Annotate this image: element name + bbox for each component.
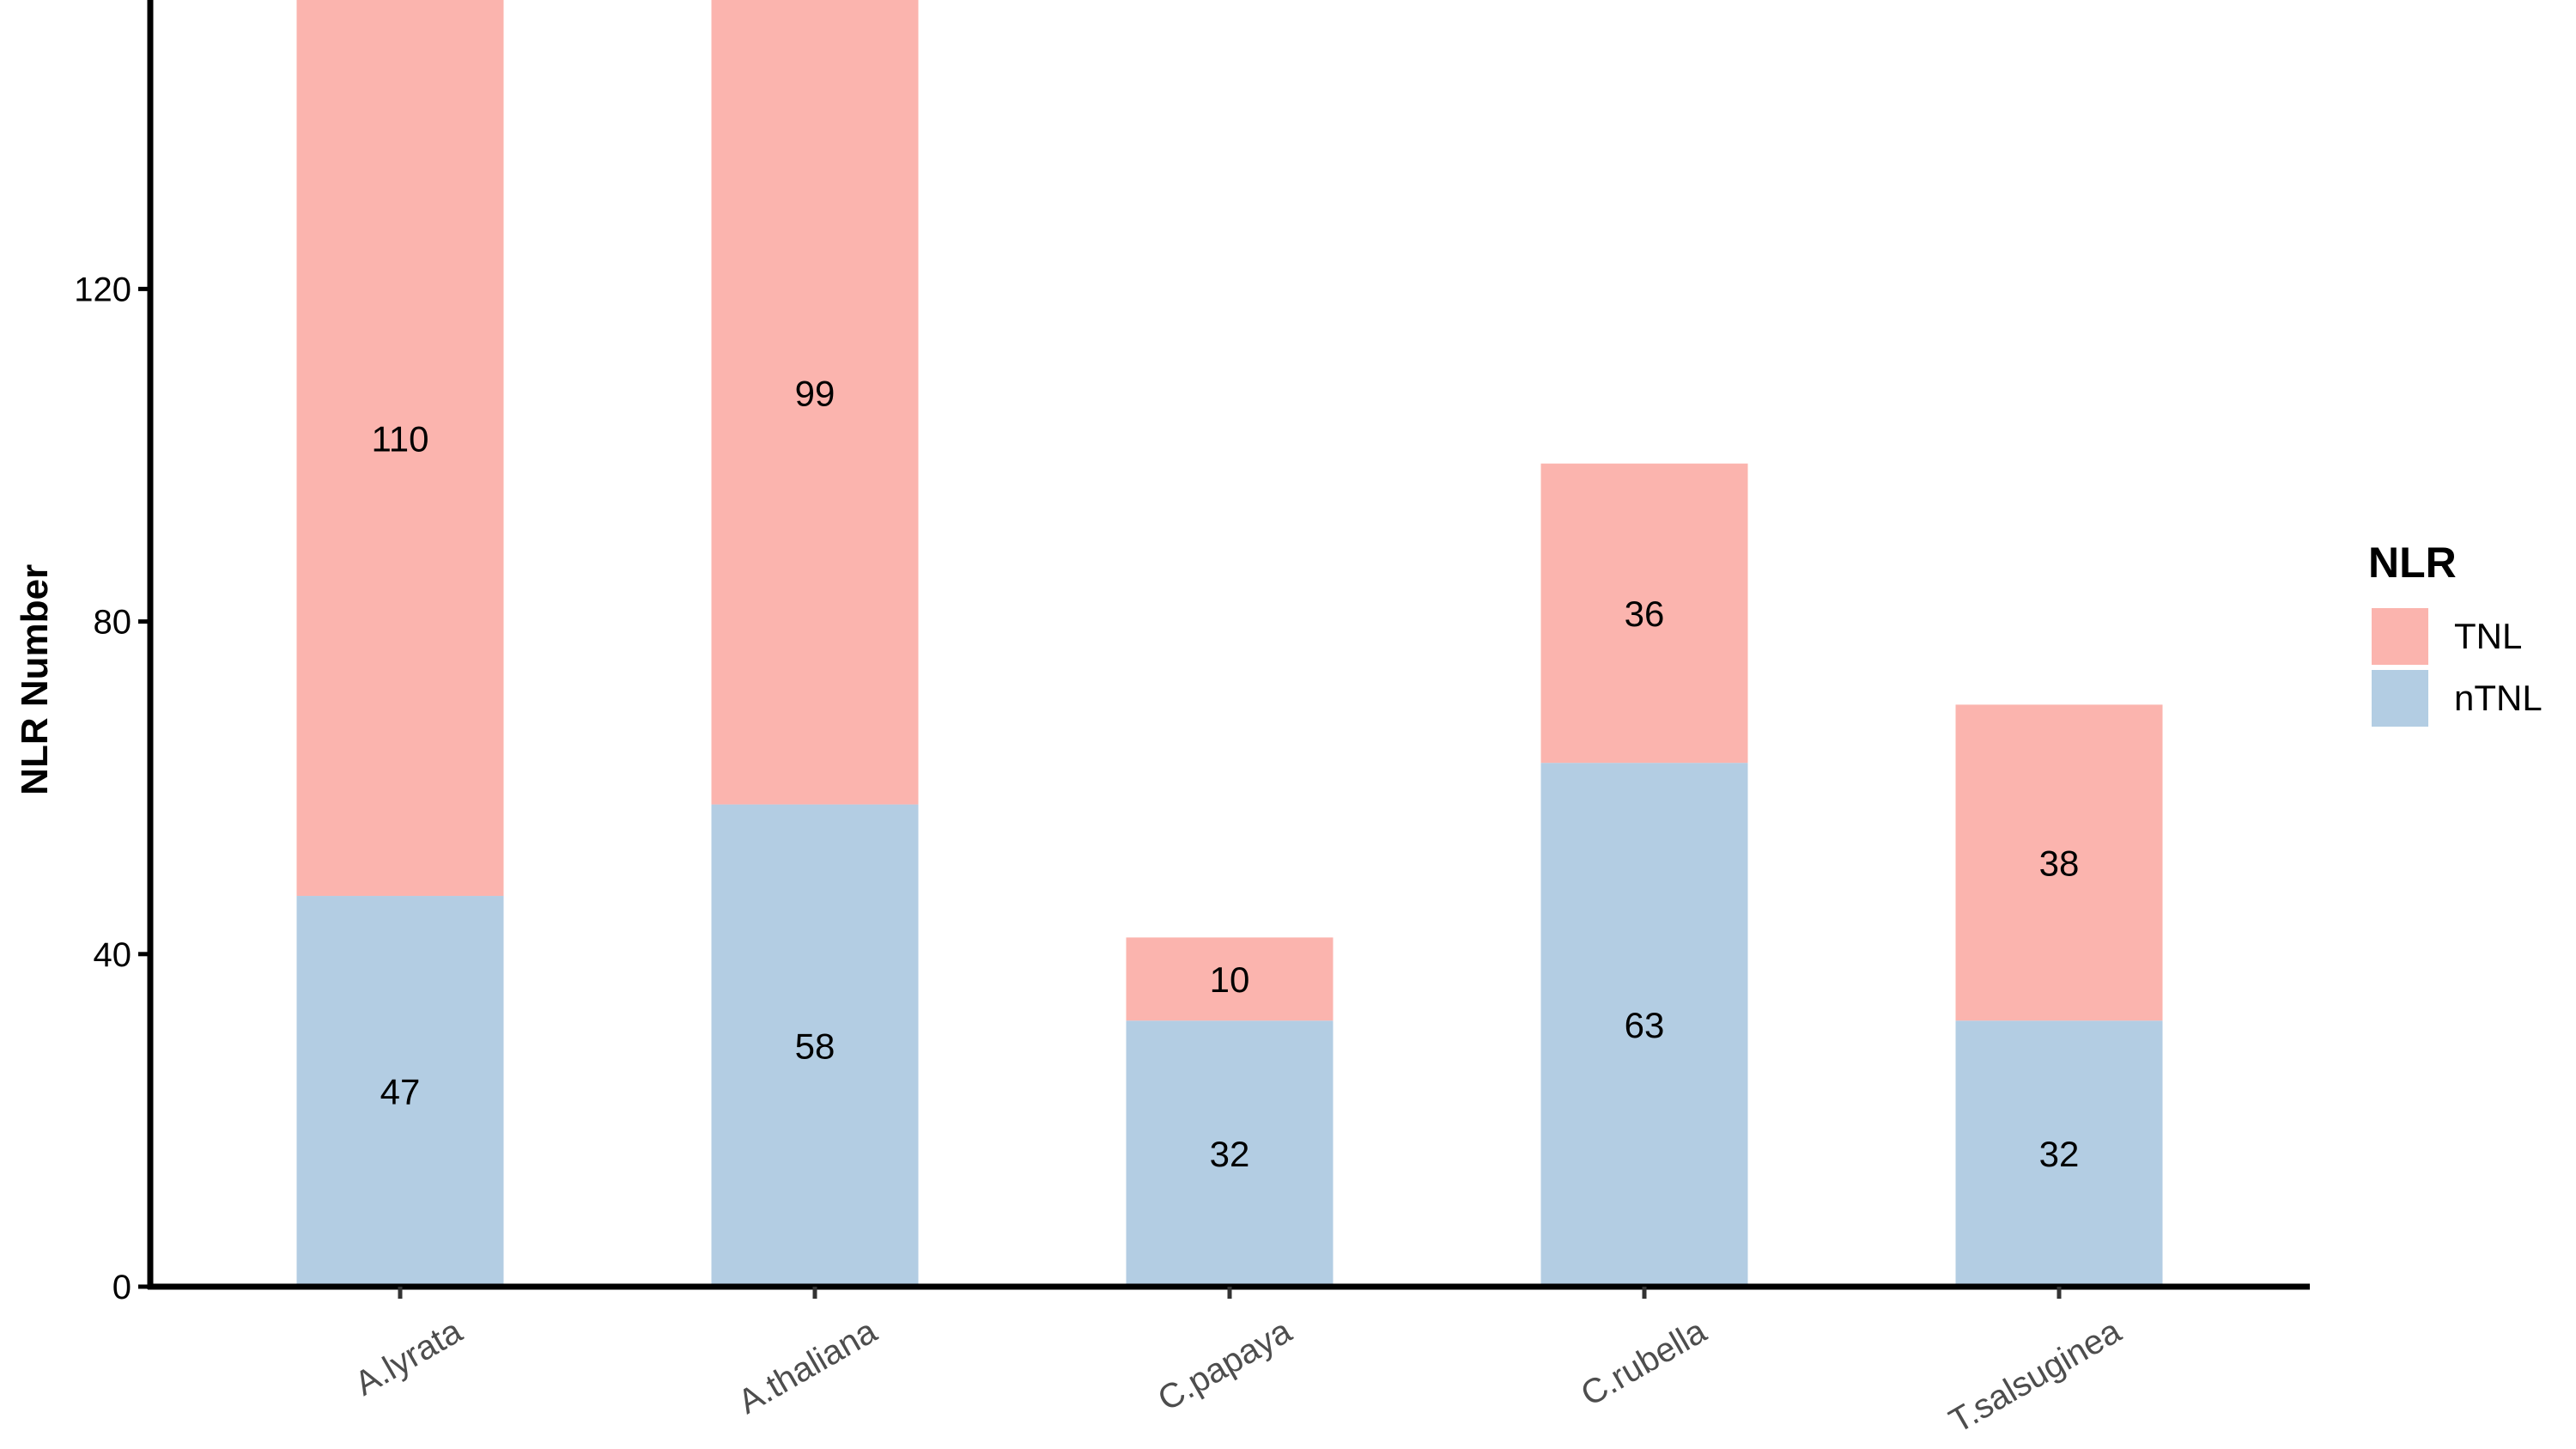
- legend-label-ntnl: nTNL: [2454, 678, 2543, 718]
- bar-tnl-a-lyrata: [296, 0, 504, 897]
- value-label: 38: [2039, 843, 2080, 883]
- y-axis-title: NLR Number: [14, 564, 56, 795]
- x-ticks-group: A.lyrata A.thaliana C.papaya C.rubella T.sal…: [349, 1287, 2128, 1440]
- bar-ntnl-a-thaliana: [711, 804, 919, 1287]
- bar-ntnl-a-lyrata: [296, 896, 504, 1287]
- value-label: 32: [2039, 1134, 2080, 1174]
- x-tick-label: C.rubella: [1575, 1312, 1713, 1414]
- bars-group: [296, 0, 2163, 1287]
- bar-ntnl-t-salsuginea: [1955, 1020, 2163, 1287]
- y-tick-label: 0: [112, 1269, 131, 1306]
- legend-entries: TNL nTNL: [2372, 608, 2543, 727]
- value-labels-group: 47 110 58 99 32 10 63 36 32 38: [372, 373, 2080, 1174]
- bar-tnl-a-thaliana: [711, 0, 919, 805]
- value-label: 58: [795, 1026, 835, 1066]
- value-label: 47: [380, 1072, 421, 1112]
- legend-title: NLR: [2368, 539, 2457, 587]
- x-tick-label: A.lyrata: [349, 1312, 469, 1403]
- value-label: 63: [1625, 1005, 1665, 1045]
- bar-ntnl-c-rubella: [1540, 763, 1748, 1287]
- legend-swatch-tnl: [2372, 608, 2428, 665]
- value-label: 110: [372, 419, 429, 460]
- bar-tnl-t-salsuginea: [1955, 704, 2163, 1021]
- bar-ntnl-c-papaya: [1126, 1020, 1334, 1287]
- bar-tnl-c-rubella: [1540, 463, 1748, 764]
- value-label: 36: [1625, 594, 1665, 634]
- legend-label-tnl: TNL: [2454, 616, 2522, 656]
- x-tick-label: C.papaya: [1151, 1312, 1298, 1418]
- y-tick-label: 120: [74, 271, 131, 308]
- value-label: 32: [1210, 1134, 1250, 1174]
- legend: NLR TNL nTNL: [2368, 539, 2543, 727]
- y-tick-label: 40: [94, 936, 132, 974]
- x-tick-label: T.salsuginea: [1943, 1312, 2128, 1440]
- bar-tnl-c-papaya: [1126, 937, 1334, 1021]
- y-ticks-group: 0 40 80 120: [74, 271, 150, 1306]
- y-tick-label: 80: [94, 604, 132, 642]
- value-label: 99: [795, 373, 835, 413]
- legend-swatch-ntnl: [2372, 670, 2428, 727]
- x-tick-label: A.thaliana: [732, 1312, 884, 1421]
- value-label: 10: [1210, 959, 1250, 1000]
